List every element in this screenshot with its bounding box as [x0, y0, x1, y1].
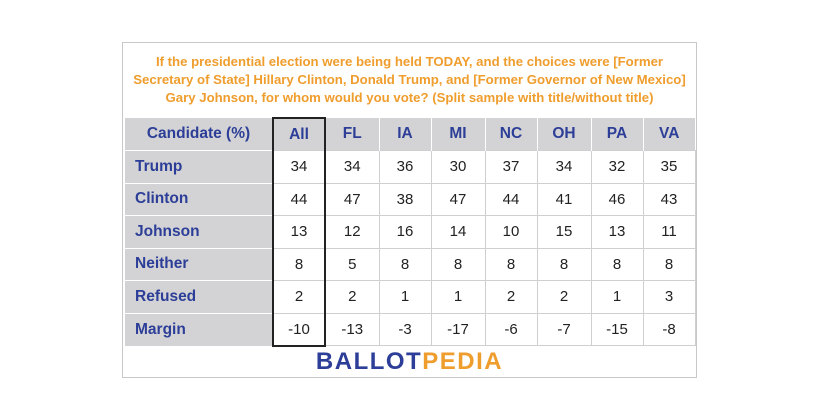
table-row: Johnson 13 12 16 14 10 15 13 11	[125, 215, 696, 249]
table-header-row: Candidate (%) All FL IA MI NC OH PA VA	[125, 117, 695, 151]
header-candidate: Candidate (%)	[125, 118, 273, 151]
table-cell: -17	[430, 312, 486, 346]
table-row: Refused 2 2 1 1 2 2 1 3	[125, 280, 696, 314]
table-cell: 47	[430, 182, 486, 216]
table-cell: 8	[484, 247, 538, 281]
table-row: Margin -10 -13 -3 -17 -6 -7 -15 -8	[125, 312, 696, 347]
table-cell: 11	[642, 215, 696, 249]
header-va: VA	[642, 118, 695, 151]
table-cell: -6	[484, 312, 538, 346]
table-cell: 44	[484, 182, 538, 216]
row-label: Trump	[125, 150, 273, 183]
row-label: Clinton	[125, 182, 273, 216]
table-cell: 47	[324, 182, 380, 216]
table-cell: 13	[590, 215, 644, 249]
table-cell: 34	[272, 150, 326, 184]
table-cell: 2	[272, 280, 326, 314]
table-cell: 3	[642, 280, 696, 314]
poll-results-table: Candidate (%) All FL IA MI NC OH PA VA T…	[125, 117, 696, 347]
table-cell: 8	[378, 247, 432, 281]
table-cell: 8	[430, 247, 486, 281]
table-cell: 2	[536, 280, 592, 314]
table-cell: 15	[536, 215, 592, 249]
logo-part-ballot: BALLOT	[315, 348, 423, 375]
header-nc: NC	[484, 118, 537, 151]
header-mi: MI	[430, 118, 485, 151]
logo-part-pedia: PEDIA	[422, 348, 504, 375]
poll-question: If the presidential election were being …	[133, 54, 686, 105]
header-all: All	[272, 117, 326, 151]
table-cell: 1	[378, 280, 432, 314]
table-cell: 38	[378, 182, 432, 216]
table-cell: -10	[272, 312, 326, 347]
table-cell: 8	[272, 247, 326, 281]
header-pa: PA	[590, 118, 643, 151]
table-cell: 8	[536, 247, 592, 281]
table-row: Neither 8 5 8 8 8 8 8 8	[125, 247, 696, 281]
header-fl: FL	[324, 118, 379, 151]
table-cell: -7	[536, 312, 592, 346]
table-cell: 8	[642, 247, 696, 281]
table-cell: 36	[378, 150, 432, 184]
table-cell: 43	[642, 182, 696, 216]
table-cell: 14	[430, 215, 486, 249]
header-ia: IA	[378, 118, 431, 151]
table-cell: -8	[642, 312, 696, 346]
poll-card: If the presidential election were being …	[122, 42, 697, 378]
table-cell: 10	[484, 215, 538, 249]
table-cell: 13	[272, 215, 326, 249]
table-cell: -3	[378, 312, 432, 346]
table-cell: 35	[642, 150, 696, 184]
table-cell: 12	[324, 215, 380, 249]
row-label: Neither	[125, 247, 273, 281]
table-row: Clinton 44 47 38 47 44 41 46 43	[125, 182, 696, 216]
table-cell: 30	[430, 150, 486, 184]
table-cell: 2	[484, 280, 538, 314]
table-cell: 34	[536, 150, 592, 184]
table-cell: 41	[536, 182, 592, 216]
row-label: Margin	[125, 312, 273, 346]
table-row: Trump 34 34 36 30 37 34 32 35	[125, 150, 696, 184]
table-cell: 2	[324, 280, 380, 314]
table-cell: 8	[590, 247, 644, 281]
table-cell: -15	[590, 312, 644, 346]
header-oh: OH	[536, 118, 591, 151]
row-label: Johnson	[125, 215, 273, 248]
table-cell: 34	[324, 150, 380, 184]
table-cell: 5	[324, 247, 380, 281]
ballotpedia-logo: BALLOTPEDIA	[123, 347, 696, 377]
table-cell: 1	[590, 280, 644, 314]
table-cell: 1	[430, 280, 486, 314]
table-cell: 32	[590, 150, 644, 184]
table-cell: 44	[272, 182, 326, 216]
table-cell: 46	[590, 182, 644, 216]
table-cell: 16	[378, 215, 432, 249]
table-cell: 37	[484, 150, 538, 184]
table-cell: -13	[324, 312, 380, 346]
row-label: Refused	[125, 280, 273, 313]
